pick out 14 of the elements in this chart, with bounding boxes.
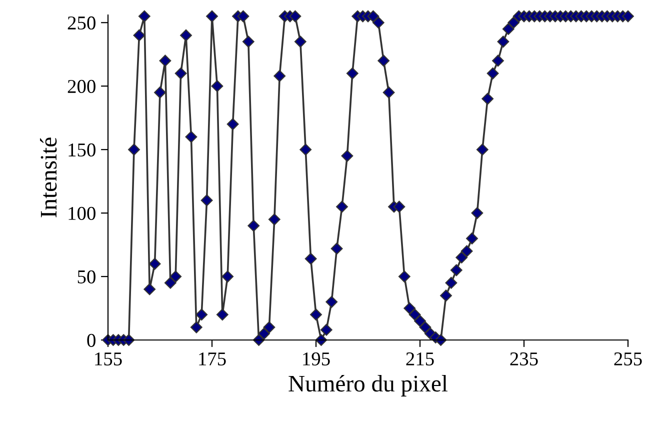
- x-tick-label: 255: [614, 352, 642, 366]
- y-tick-label: 100: [68, 206, 96, 220]
- y-tick-label: 50: [78, 270, 96, 284]
- y-axis-title: Intensité: [40, 138, 57, 218]
- y-tick-label: 0: [87, 334, 96, 347]
- x-axis-title: Numéro du pixel: [288, 374, 448, 396]
- x-tick-label: 195: [303, 352, 330, 366]
- y-tick-label: 250: [68, 16, 96, 30]
- y-tick-label: 200: [68, 80, 96, 94]
- x-tick-label: 175: [199, 352, 226, 366]
- x-tick-label: 215: [406, 352, 434, 366]
- x-tick-label: 155: [95, 352, 122, 366]
- x-tick-label: 235: [510, 352, 538, 366]
- y-tick-label: 150: [68, 143, 96, 157]
